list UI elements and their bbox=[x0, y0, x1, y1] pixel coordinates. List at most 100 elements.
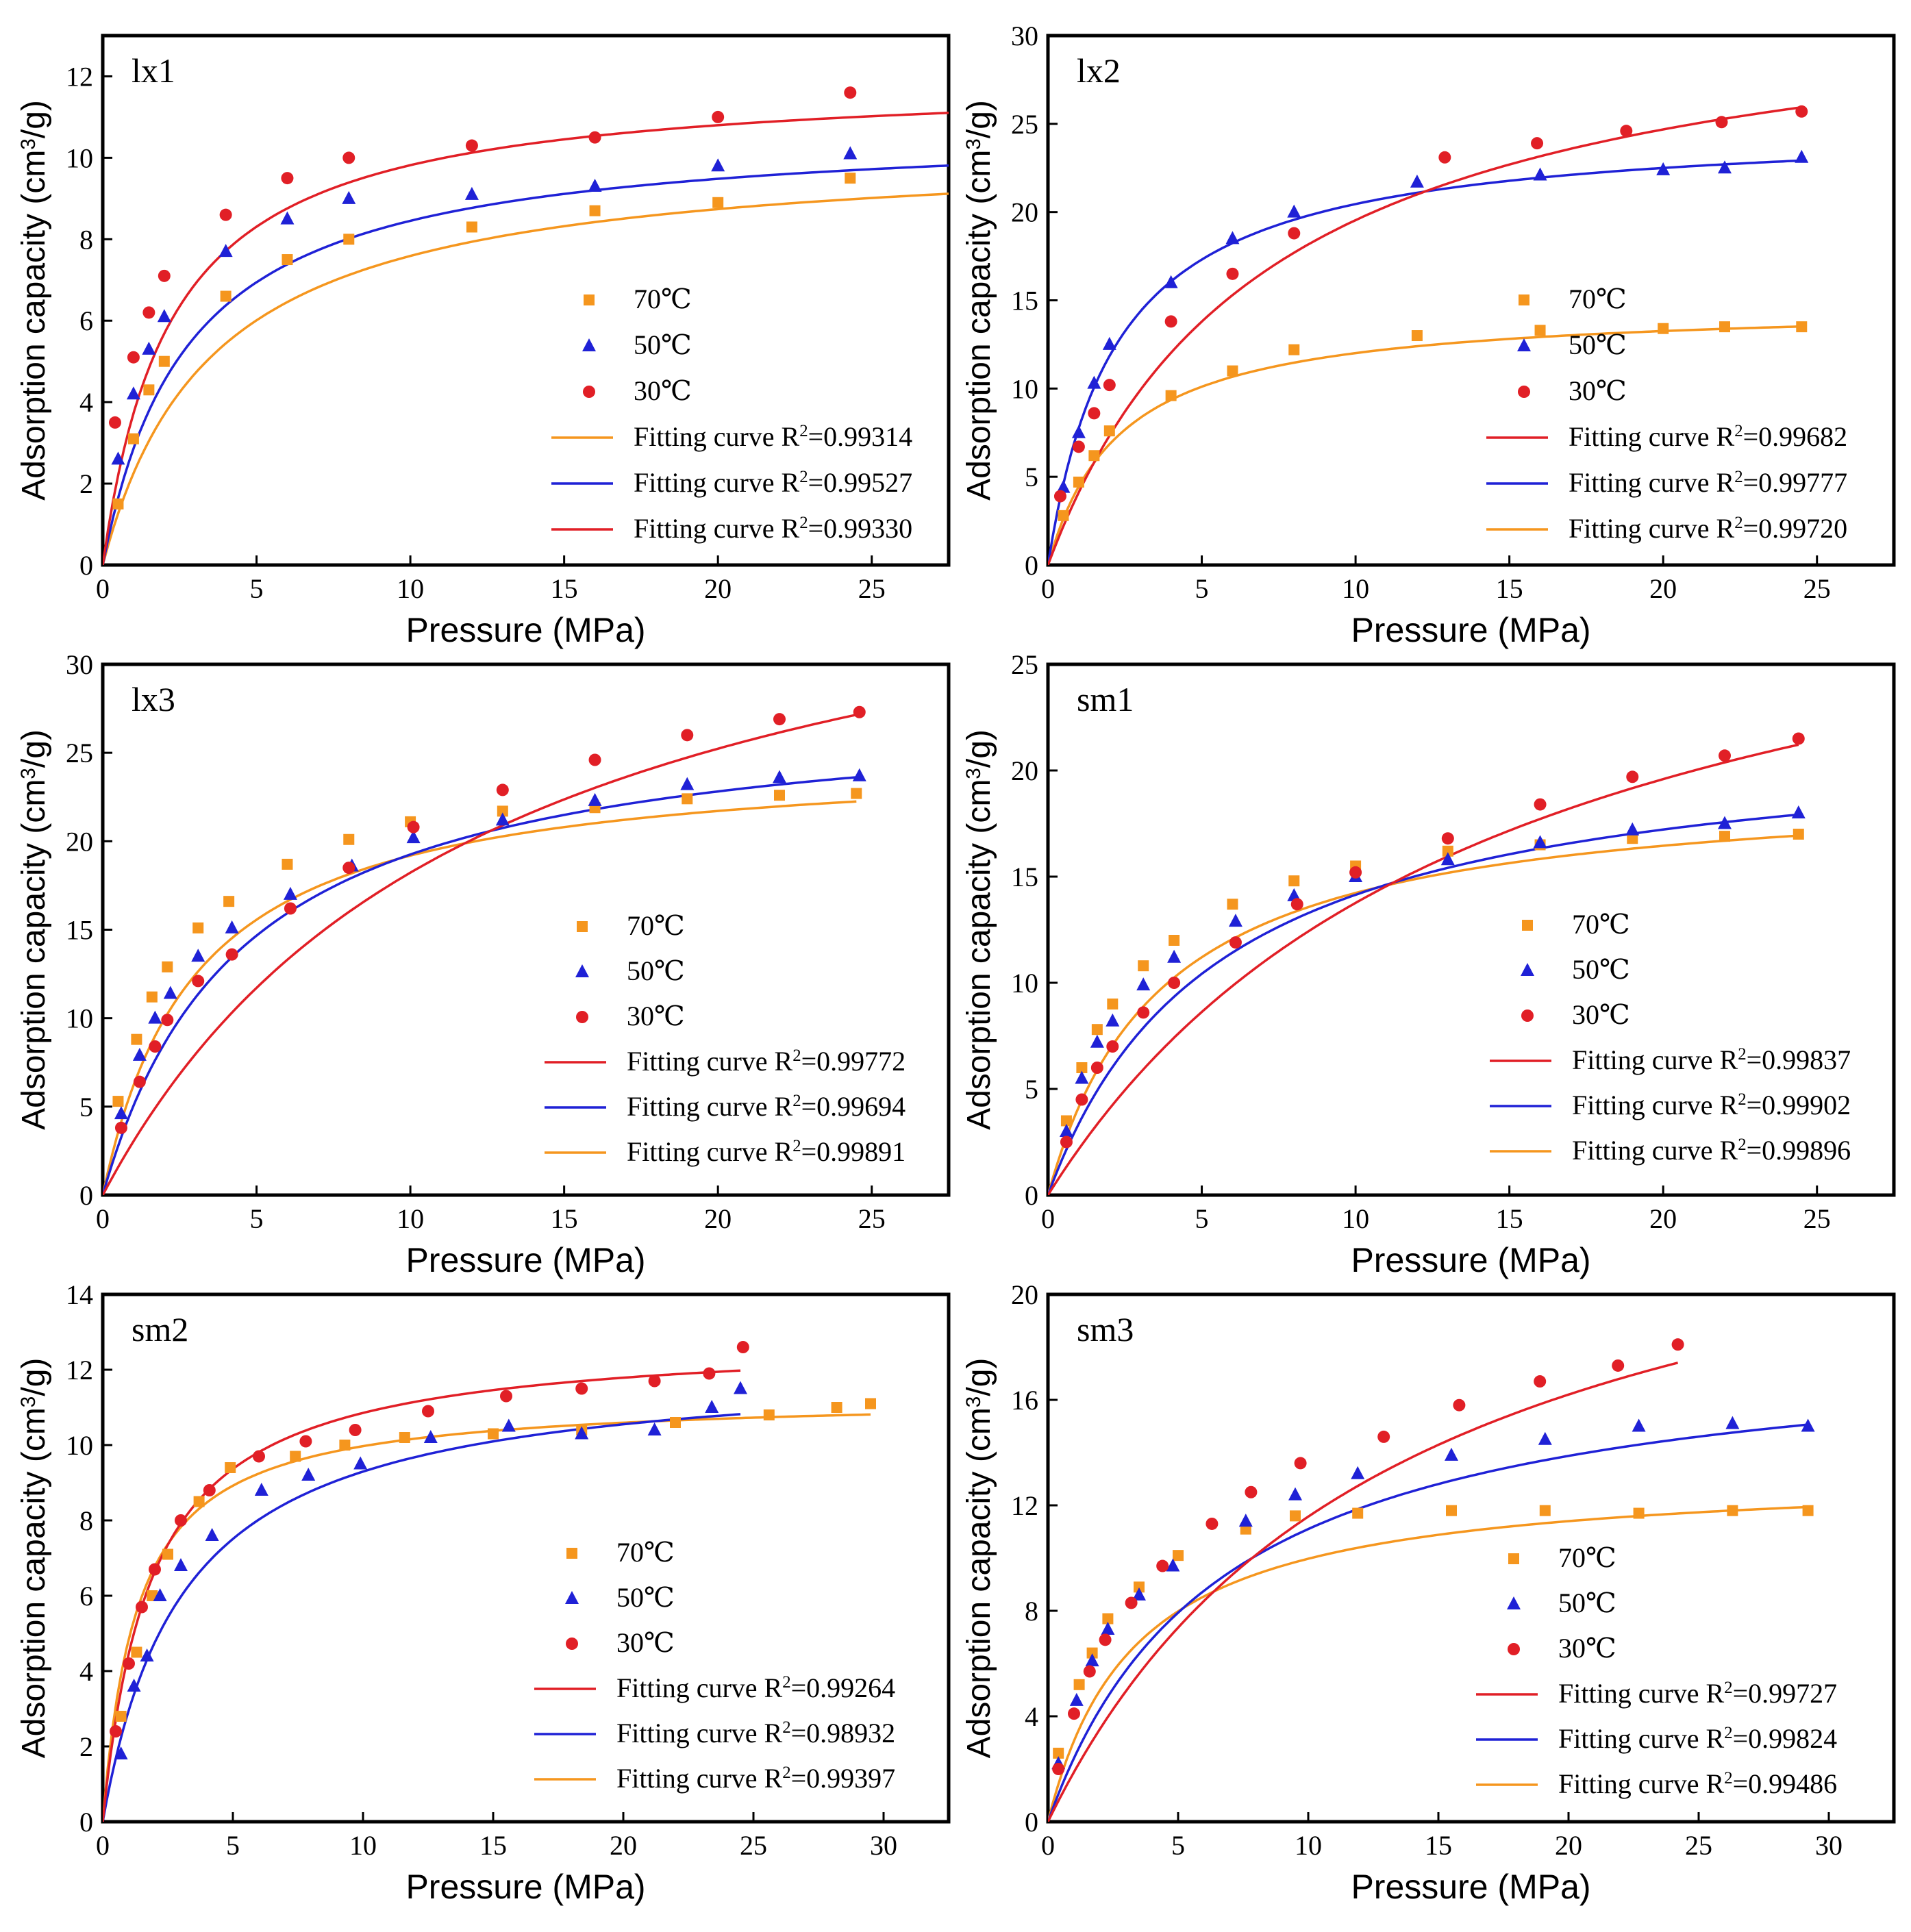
data-point-c30 bbox=[648, 1375, 661, 1388]
data-point-c70 bbox=[339, 1440, 351, 1451]
data-point-c70 bbox=[1134, 1581, 1145, 1593]
plot-frame bbox=[1046, 1292, 1896, 1824]
legend-symbol bbox=[576, 1011, 588, 1023]
data-point-c30 bbox=[1534, 1375, 1547, 1388]
data-point-c30 bbox=[1075, 1093, 1088, 1106]
data-point-c70 bbox=[1352, 1507, 1364, 1519]
data-point-c30 bbox=[1438, 151, 1451, 164]
y-tick-label: 25 bbox=[1011, 109, 1038, 140]
data-point-c30 bbox=[1349, 866, 1362, 879]
data-point-c70 bbox=[399, 1432, 410, 1443]
y-axis-label: Adsorption capacity (cm3​/g) bbox=[16, 1358, 52, 1759]
data-point-c70 bbox=[1719, 321, 1730, 333]
data-point-c30 bbox=[1090, 1062, 1103, 1074]
legend-label: Fitting curve R2​=0.99486 bbox=[1558, 1768, 1837, 1799]
data-point-c50 bbox=[353, 1456, 368, 1470]
y-tick-label: 0 bbox=[1025, 550, 1038, 581]
y-tick-label: 30 bbox=[1011, 21, 1038, 51]
x-tick-label: 10 bbox=[1342, 573, 1369, 604]
legend: 70℃ 50℃ 30℃ Fitting curve R2​=0.99837 Fittin… bbox=[1490, 909, 1851, 1166]
legend-symbol bbox=[1521, 963, 1534, 976]
legend-symbol bbox=[575, 964, 589, 977]
x-tick-label: 10 bbox=[397, 1203, 424, 1234]
x-axis-label: Pressure (MPa) bbox=[1351, 1868, 1590, 1906]
x-axis-label: Pressure (MPa) bbox=[405, 611, 645, 649]
data-point-c70 bbox=[1165, 390, 1177, 401]
data-point-c50 bbox=[254, 1483, 268, 1496]
plot-frame bbox=[101, 1292, 951, 1824]
data-point-c30 bbox=[1290, 898, 1303, 911]
data-point-c70 bbox=[115, 1711, 127, 1722]
y-tick-label: 25 bbox=[1011, 649, 1038, 680]
data-point-c30 bbox=[1441, 832, 1454, 845]
data-point-c30 bbox=[575, 1382, 588, 1395]
data-point-c50 bbox=[734, 1381, 747, 1394]
data-point-c70 bbox=[1290, 1510, 1301, 1522]
data-point-c70 bbox=[193, 1496, 205, 1507]
data-point-c50 bbox=[1101, 1621, 1115, 1635]
data-point-c30 bbox=[496, 783, 509, 796]
data-point-c50 bbox=[588, 792, 602, 806]
data-point-c30 bbox=[123, 1657, 135, 1670]
y-tick-label: 2 bbox=[79, 468, 93, 499]
data-point-c30 bbox=[1612, 1359, 1625, 1372]
data-point-c50 bbox=[1132, 1587, 1146, 1601]
y-tick-label: 0 bbox=[79, 1807, 93, 1837]
data-point-c50 bbox=[773, 770, 786, 783]
data-point-c30 bbox=[1377, 1430, 1390, 1443]
data-point-c30 bbox=[1294, 1457, 1307, 1470]
y-axis-label: Adsorption capacity (cm3​/g) bbox=[16, 729, 52, 1130]
data-point-c70 bbox=[1091, 1024, 1103, 1036]
y-tick-label: 20 bbox=[66, 826, 93, 857]
data-point-c70 bbox=[466, 221, 477, 233]
data-point-c50 bbox=[1075, 1070, 1089, 1084]
y-axis-label: Adsorption capacity (cm3​/g) bbox=[16, 100, 52, 501]
y-axis-label: Adsorption capacity (cm3​/g) bbox=[961, 729, 997, 1130]
legend-label: Fitting curve R2​=0.99264 bbox=[616, 1672, 895, 1703]
data-point-c30 bbox=[175, 1514, 187, 1527]
data-point-c30 bbox=[1534, 798, 1547, 811]
data-point-c30 bbox=[219, 208, 232, 221]
data-point-c50 bbox=[588, 179, 602, 192]
data-point-c30 bbox=[342, 862, 355, 875]
legend-label: Fitting curve R2​=0.98932 bbox=[616, 1718, 895, 1748]
data-point-c50 bbox=[705, 1400, 719, 1413]
data-point-c50 bbox=[114, 1746, 128, 1759]
data-point-c70 bbox=[225, 1462, 236, 1473]
legend-label: 50℃ bbox=[616, 1582, 675, 1613]
data-point-c30 bbox=[253, 1450, 265, 1463]
y-tick-label: 6 bbox=[79, 305, 93, 336]
legend-symbol bbox=[1508, 1553, 1519, 1564]
data-point-c50 bbox=[1288, 1487, 1302, 1501]
y-tick-label: 4 bbox=[1025, 1701, 1038, 1732]
data-point-c70 bbox=[162, 1548, 173, 1560]
data-point-c30 bbox=[1103, 379, 1116, 392]
y-tick-label: 15 bbox=[1011, 862, 1038, 892]
data-point-c30 bbox=[281, 172, 294, 185]
data-point-c70 bbox=[682, 793, 693, 805]
x-tick-label: 20 bbox=[704, 1203, 732, 1234]
chart-panel-lx3: 0 5 10 15 20 25 0 5 10 15 20 25 30 Pressure (MPa) Adso… bbox=[16, 649, 951, 1279]
data-point-c30 bbox=[1083, 1665, 1096, 1678]
data-point-c50 bbox=[225, 920, 239, 933]
y-tick-label: 12 bbox=[66, 61, 93, 92]
data-point-c30 bbox=[1206, 1517, 1219, 1530]
data-point-c50 bbox=[1225, 231, 1240, 244]
data-point-c50 bbox=[575, 1426, 589, 1440]
data-point-c70 bbox=[845, 173, 856, 184]
data-point-c70 bbox=[343, 234, 355, 245]
data-point-c70 bbox=[143, 384, 155, 396]
y-tick-label: 5 bbox=[79, 1092, 93, 1122]
legend-label: 70℃ bbox=[1569, 284, 1627, 314]
panel-title: lx1 bbox=[132, 51, 175, 90]
x-tick-label: 10 bbox=[349, 1830, 377, 1861]
x-tick-label: 5 bbox=[1195, 573, 1209, 604]
data-point-c50 bbox=[1625, 822, 1640, 836]
data-point-c30 bbox=[225, 948, 238, 961]
data-point-c70 bbox=[1053, 1747, 1064, 1759]
legend-label: Fitting curve R2​=0.99694 bbox=[627, 1091, 905, 1122]
data-point-c50 bbox=[1791, 805, 1806, 818]
data-point-c70 bbox=[1138, 960, 1149, 972]
data-point-c70 bbox=[1227, 899, 1238, 910]
